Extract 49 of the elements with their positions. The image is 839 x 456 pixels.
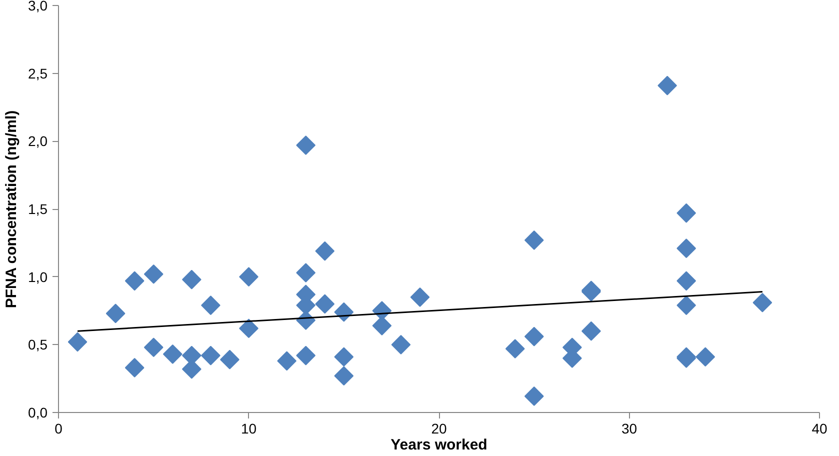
x-tick-label: 10 bbox=[240, 420, 257, 436]
point bbox=[144, 338, 164, 358]
point bbox=[582, 321, 601, 341]
point bbox=[201, 346, 220, 366]
point bbox=[220, 350, 240, 370]
y-tick-label: 1,5 bbox=[28, 201, 48, 217]
point bbox=[676, 271, 696, 291]
point bbox=[182, 270, 202, 290]
point bbox=[124, 358, 144, 378]
point bbox=[696, 347, 716, 367]
point bbox=[315, 294, 335, 314]
y-axis-title: PFNA concentration (ng/ml) bbox=[3, 110, 20, 308]
y-tick-label: 1,0 bbox=[28, 268, 48, 285]
point bbox=[239, 318, 258, 338]
y-tick-label: 0,5 bbox=[28, 336, 48, 353]
point bbox=[162, 344, 182, 364]
point bbox=[124, 271, 144, 291]
point bbox=[410, 287, 430, 307]
point bbox=[676, 203, 696, 223]
x-tick-label: 30 bbox=[621, 420, 638, 436]
y-tick-label: 2,0 bbox=[28, 133, 48, 150]
point bbox=[658, 76, 677, 96]
point bbox=[296, 136, 316, 155]
point bbox=[106, 304, 126, 324]
point bbox=[334, 366, 354, 386]
point bbox=[239, 267, 258, 287]
point bbox=[334, 347, 354, 367]
x-tick-label: 20 bbox=[431, 420, 447, 436]
point bbox=[68, 332, 88, 352]
point bbox=[676, 238, 696, 258]
y-tick-label: 0,0 bbox=[28, 404, 48, 420]
x-tick-label: 40 bbox=[812, 420, 828, 436]
point bbox=[144, 264, 164, 284]
y-tick-label: 2,5 bbox=[28, 65, 48, 82]
point bbox=[296, 346, 316, 366]
point bbox=[505, 339, 525, 358]
point bbox=[296, 263, 316, 282]
point bbox=[676, 296, 696, 316]
point bbox=[752, 292, 772, 312]
point bbox=[391, 334, 411, 354]
y-tick-label: 3,0 bbox=[28, 0, 48, 14]
x-tick-label: 0 bbox=[54, 420, 63, 436]
point bbox=[524, 326, 544, 346]
point bbox=[524, 230, 544, 250]
point bbox=[315, 241, 335, 261]
point bbox=[201, 296, 220, 316]
x-axis-title: Years worked bbox=[390, 436, 488, 454]
point bbox=[277, 351, 296, 371]
point bbox=[524, 386, 544, 406]
